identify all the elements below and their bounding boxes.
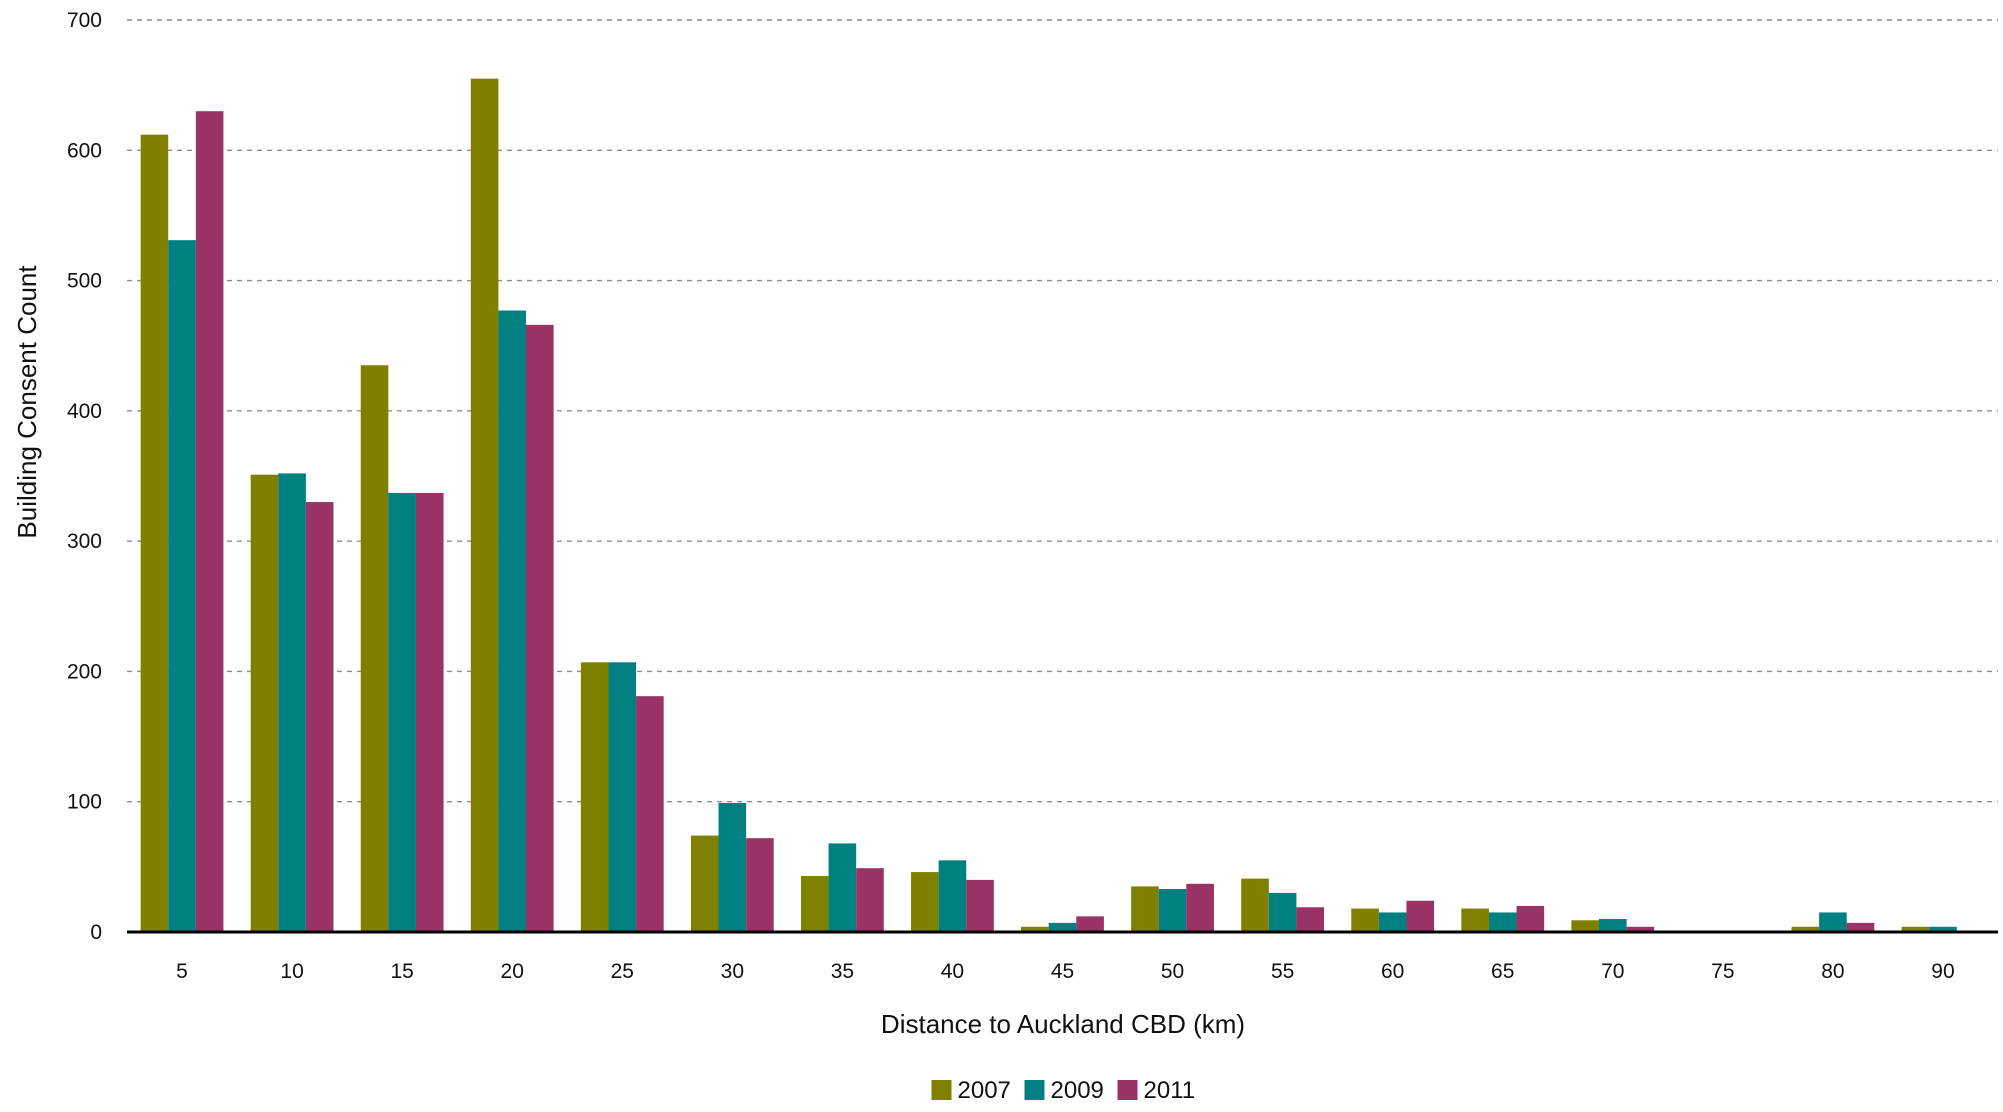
x-tick-label: 60 xyxy=(1381,960,1404,983)
x-tick-label: 5 xyxy=(176,960,188,983)
y-tick-label: 700 xyxy=(67,9,102,32)
bar-2007-90 xyxy=(1901,926,1930,932)
bar-2009-10 xyxy=(278,473,306,932)
x-axis-title: Distance to Auckland CBD (km) xyxy=(881,1009,1245,1039)
x-tick-label: 25 xyxy=(611,960,634,983)
y-tick-labels: 0 100 200 300 400 500 600 700 xyxy=(67,9,102,944)
bar-2007-55 xyxy=(1241,878,1269,932)
y-tick-label: 200 xyxy=(67,660,102,683)
x-tick-label: 70 xyxy=(1601,960,1624,983)
x-tick-label: 65 xyxy=(1491,960,1514,983)
bar-2011-55 xyxy=(1296,907,1325,932)
bars xyxy=(140,78,1957,933)
bar-2007-45 xyxy=(1021,926,1049,932)
y-tick-label: 300 xyxy=(67,530,102,553)
bar-2011-20 xyxy=(526,324,554,933)
bar-2011-25 xyxy=(636,696,664,932)
y-tick-label: 100 xyxy=(67,791,102,814)
bar-2009-55 xyxy=(1268,892,1297,932)
bar-2007-80 xyxy=(1791,926,1820,932)
x-tick-label: 20 xyxy=(501,960,524,983)
bar-2009-60 xyxy=(1378,912,1407,932)
bar-2009-25 xyxy=(608,662,637,932)
x-tick-label: 10 xyxy=(280,960,303,983)
bar-2007-20 xyxy=(470,78,499,933)
x-tick-label: 45 xyxy=(1051,960,1074,983)
x-tick-label: 50 xyxy=(1161,960,1184,983)
bar-2009-45 xyxy=(1048,922,1077,932)
y-tick-label: 600 xyxy=(67,139,102,162)
y-tick-label: 0 xyxy=(90,921,102,944)
legend-swatch-2007 xyxy=(931,1080,952,1100)
bar-2007-30 xyxy=(690,835,719,932)
x-tick-label: 15 xyxy=(390,960,413,983)
legend-swatch-2009 xyxy=(1024,1080,1045,1100)
bar-2007-40 xyxy=(911,872,939,932)
bar-2009-35 xyxy=(828,843,857,932)
bar-2009-20 xyxy=(498,310,527,933)
bar-2011-35 xyxy=(856,868,884,932)
bar-2009-50 xyxy=(1158,889,1187,932)
y-tick-label: 500 xyxy=(67,270,102,293)
bar-2011-60 xyxy=(1406,900,1435,932)
x-tick-label: 90 xyxy=(1931,960,1954,983)
bar-2007-25 xyxy=(580,662,609,932)
bar-2011-5 xyxy=(195,111,224,932)
x-tick-label: 30 xyxy=(721,960,744,983)
bar-2011-40 xyxy=(966,879,994,932)
bar-2011-30 xyxy=(746,838,774,932)
legend-label-2009: 2009 xyxy=(1051,1077,1104,1104)
bar-2011-45 xyxy=(1076,916,1104,932)
bar-2007-65 xyxy=(1461,908,1489,932)
bar-2007-70 xyxy=(1571,920,1599,932)
bar-2009-15 xyxy=(388,492,416,932)
bar-2009-70 xyxy=(1598,918,1627,932)
x-tick-label: 80 xyxy=(1821,960,1844,983)
y-axis-title: Building Consent Count xyxy=(12,265,42,539)
bar-2011-50 xyxy=(1186,883,1214,932)
x-tick-labels: 5 10 15 20 25 30 35 40 45 50 55 60 65 70 75 80 90 xyxy=(176,960,1954,983)
bar-2007-15 xyxy=(360,365,389,932)
legend-label-2007: 2007 xyxy=(958,1077,1011,1104)
legend-swatch-2011 xyxy=(1117,1080,1138,1100)
y-tick-label: 400 xyxy=(67,400,102,423)
bar-2009-40 xyxy=(938,860,967,932)
bar-2009-80 xyxy=(1819,912,1847,932)
bar-2009-30 xyxy=(718,803,747,932)
x-tick-label: 75 xyxy=(1711,960,1734,983)
bar-2007-10 xyxy=(250,474,279,932)
legend: 2007 2009 2011 xyxy=(931,1077,1196,1104)
bar-2007-5 xyxy=(140,134,169,932)
x-tick-label: 55 xyxy=(1271,960,1294,983)
bar-2007-35 xyxy=(800,875,829,932)
legend-label-2011: 2011 xyxy=(1144,1077,1196,1104)
bar-2011-80 xyxy=(1846,922,1875,932)
bar-2009-5 xyxy=(168,240,196,932)
bar-2007-60 xyxy=(1351,908,1379,932)
bar-2007-50 xyxy=(1131,886,1159,932)
bar-2011-65 xyxy=(1516,905,1545,932)
bar-2011-70 xyxy=(1626,926,1655,932)
bar-2011-15 xyxy=(415,492,444,932)
bar-2011-10 xyxy=(305,502,334,932)
bar-2009-65 xyxy=(1488,912,1517,932)
bar-2009-90 xyxy=(1929,926,1957,932)
x-tick-label: 35 xyxy=(831,960,854,983)
x-tick-label: 40 xyxy=(941,960,964,983)
